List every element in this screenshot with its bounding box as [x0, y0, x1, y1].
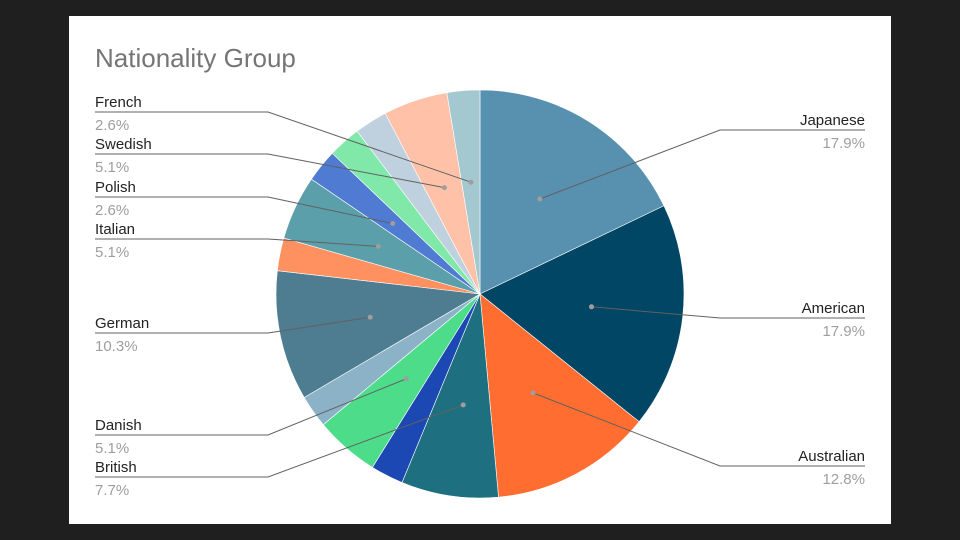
leader-dot-danish	[403, 376, 409, 382]
leader-line-australian	[532, 392, 865, 467]
leader-line-danish	[95, 378, 407, 436]
leader-dot-polish	[390, 221, 396, 226]
slice-label-american: American	[802, 300, 865, 317]
leader-line-american	[591, 306, 865, 319]
leader-lines	[95, 111, 865, 478]
slice-japanese	[479, 89, 665, 295]
slice-label-australian: Australian	[798, 448, 865, 465]
leader-line-german	[95, 316, 371, 334]
slice-percent-danish: 5.1%	[95, 440, 129, 457]
slice-percent-japanese: 17.9%	[822, 135, 865, 152]
slice-label-german: German	[95, 315, 149, 332]
leader-dot-french	[468, 179, 474, 185]
leader-dot-british	[460, 402, 466, 408]
slice-british	[401, 293, 499, 499]
leader-line-japanese	[539, 129, 865, 200]
slice-percent-australian: 12.8%	[822, 471, 865, 488]
slice-label-french: French	[95, 94, 142, 111]
leader-dot-australian	[530, 390, 536, 396]
slice-percent-german: 10.3%	[95, 338, 138, 355]
slice-label-danish: Danish	[95, 417, 142, 434]
slice-french	[446, 89, 481, 295]
slice-american	[479, 205, 685, 423]
slice-label-british: British	[95, 459, 137, 476]
leader-dot-italian	[375, 243, 381, 249]
slice-percent-american: 17.9%	[822, 323, 865, 340]
slice-label-polish: Polish	[95, 179, 136, 196]
leader-line-british	[95, 404, 464, 478]
slice-percent-swedish: 5.1%	[95, 159, 129, 176]
slice-label-japanese: Japanese	[800, 112, 865, 129]
pie-slices	[275, 89, 685, 499]
leader-dot-american	[589, 304, 594, 310]
slice-percent-italian: 5.1%	[95, 244, 129, 261]
leader-line-italian	[95, 238, 379, 247]
slice-label-swedish: Swedish	[95, 136, 152, 153]
leader-line-french	[95, 111, 472, 183]
leader-dot-japanese	[537, 196, 543, 202]
slice-percent-polish: 2.6%	[95, 202, 129, 219]
leader-dot-swedish	[441, 185, 447, 191]
slice-percent-french: 2.6%	[95, 117, 129, 134]
slice-label-italian: Italian	[95, 221, 135, 238]
slice-german	[275, 270, 481, 398]
leader-dot-german	[367, 314, 373, 320]
leader-line-swedish	[95, 153, 445, 189]
slice-percent-british: 7.7%	[95, 482, 129, 499]
slice-labels: Japanese 17.9% American 17.9% Australian 12.8…	[95, 94, 865, 499]
slice-australian	[479, 293, 640, 498]
leader-line-polish	[95, 196, 393, 224]
chart-title: Nationality Group	[95, 43, 296, 73]
